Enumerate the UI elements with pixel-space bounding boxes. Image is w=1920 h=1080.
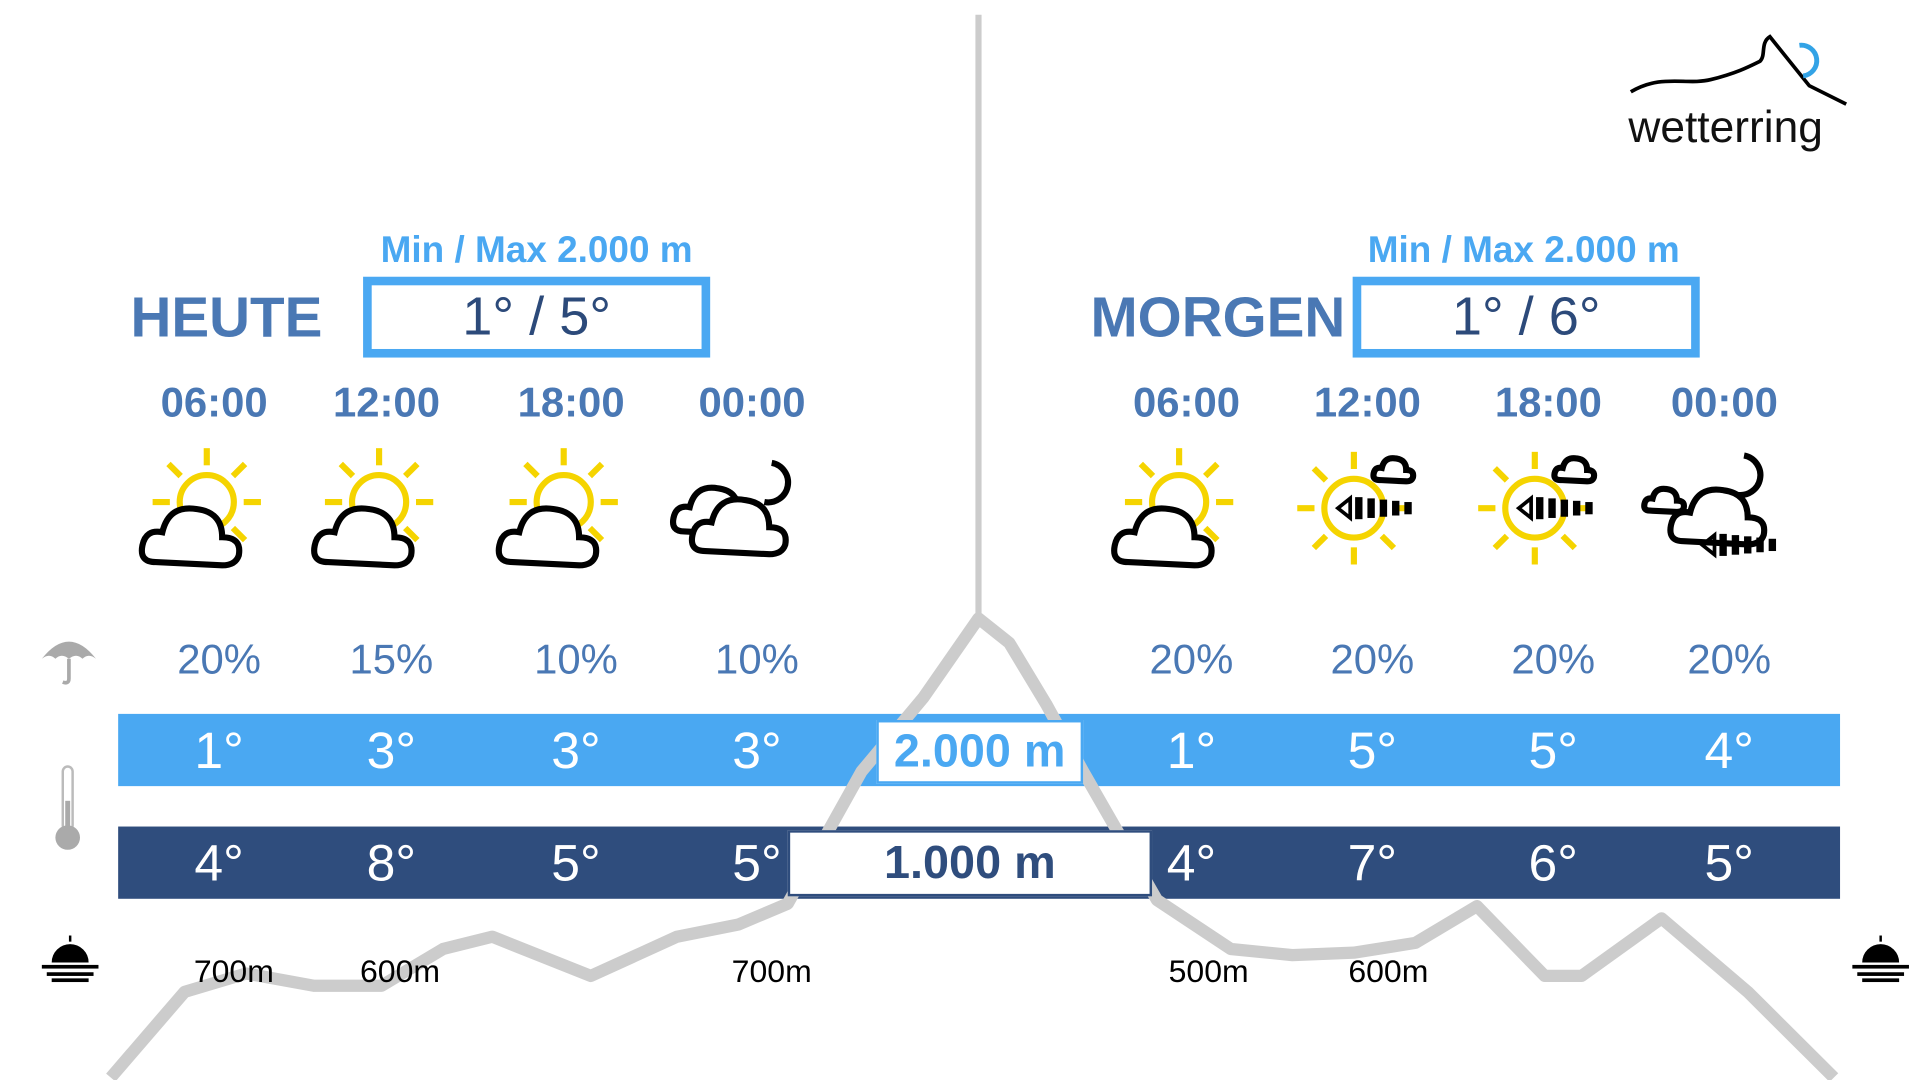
- temp-1000m: 4°: [194, 833, 244, 892]
- tomorrow-minmax-caption: Min / Max 2.000 m: [1367, 230, 1680, 271]
- sun-cloud-icon: [138, 448, 261, 569]
- logo-mountain-icon: [1629, 34, 1848, 106]
- precip-probability: 20%: [1149, 636, 1234, 684]
- temp-1000m: 5°: [1704, 833, 1754, 892]
- sun-wind-cloud-icon: [1478, 451, 1598, 565]
- temp-1000m: 6°: [1528, 833, 1578, 892]
- sun-cloud-icon: [495, 448, 618, 569]
- time-label: 12:00: [1313, 379, 1421, 427]
- temp-1000m: 5°: [732, 833, 782, 892]
- time-label: 12:00: [332, 379, 440, 427]
- precip-probability: 20%: [1511, 636, 1596, 684]
- time-label: 06:00: [160, 379, 268, 427]
- precip-probability: 20%: [1330, 636, 1415, 684]
- temp-1000m: 5°: [551, 833, 601, 892]
- precip-probability: 10%: [715, 636, 799, 684]
- temp-2000m: 3°: [551, 721, 601, 779]
- level-2000-label: 2.000 m: [876, 720, 1084, 784]
- zero-degree-line: 600m: [1348, 952, 1429, 990]
- temp-2000m: 1°: [1166, 721, 1217, 779]
- time-label: 00:00: [1670, 379, 1778, 427]
- zero-degree-line: 700m: [731, 952, 812, 990]
- umbrella-icon: [41, 641, 97, 685]
- temp-1000m: 8°: [366, 833, 417, 892]
- time-label: 00:00: [698, 379, 806, 427]
- moon-cloud-icon: [669, 459, 792, 558]
- level-1000-label: 1.000 m: [787, 830, 1153, 897]
- temp-2000m: 3°: [732, 721, 782, 779]
- zero-degree-line: 500m: [1168, 952, 1249, 990]
- temp-2000m: 1°: [194, 721, 244, 779]
- sun-cloud-icon: [311, 448, 434, 569]
- temp-2000m: 4°: [1704, 721, 1754, 779]
- sunset-icon: [1852, 935, 1909, 983]
- today-minmax: 1° / 5°: [363, 276, 711, 358]
- time-label: 06:00: [1132, 379, 1241, 427]
- temp-2000m: 5°: [1528, 721, 1578, 779]
- time-label: 18:00: [1494, 379, 1602, 427]
- precip-probability: 10%: [534, 636, 618, 684]
- zero-degree-line: 700m: [193, 952, 274, 990]
- zero-degree-line: 600m: [359, 952, 441, 990]
- tomorrow-label: MORGEN: [1090, 285, 1346, 349]
- sun-wind-cloud-icon: [1297, 451, 1417, 565]
- temp-1000m: 4°: [1166, 833, 1217, 892]
- moon-cloud-wind-icon: [1641, 452, 1777, 559]
- today-minmax-caption: Min / Max 2.000 m: [380, 230, 693, 271]
- time-label: 18:00: [517, 379, 625, 427]
- sun-cloud-icon: [1111, 448, 1234, 569]
- precip-probability: 20%: [177, 636, 261, 684]
- temp-2000m: 3°: [366, 721, 417, 779]
- temp-2000m: 5°: [1347, 721, 1398, 779]
- precip-probability: 20%: [1687, 636, 1772, 684]
- sunrise-icon: [41, 935, 99, 983]
- temp-1000m: 7°: [1347, 833, 1398, 892]
- tomorrow-minmax: 1° / 6°: [1352, 276, 1700, 358]
- logo-text: wetterring: [1628, 101, 1823, 152]
- thermometer-icon: [55, 765, 81, 850]
- today-label: HEUTE: [130, 285, 323, 349]
- precip-probability: 15%: [349, 636, 434, 684]
